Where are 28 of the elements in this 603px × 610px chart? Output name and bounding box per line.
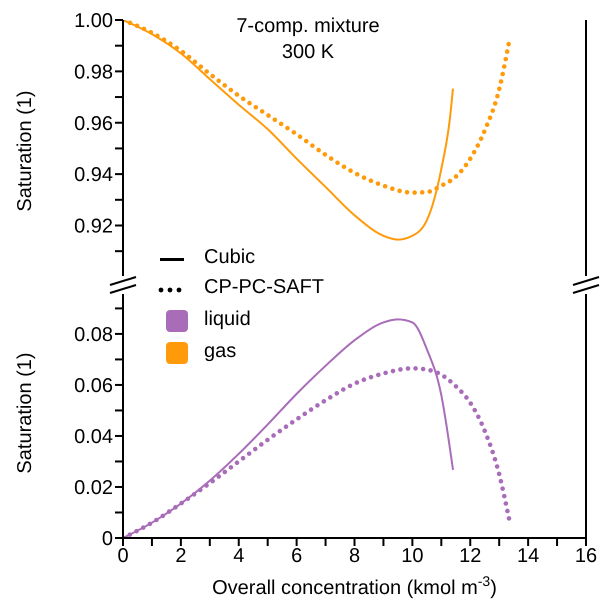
- y-tick-label: 0: [102, 528, 113, 550]
- annotation: CP-PC-SAFT: [204, 276, 324, 299]
- annotation: Cubic: [204, 246, 256, 269]
- x-tick-label: 12: [459, 545, 482, 568]
- x-axis-title: Overall concentration (kmol m$^{-3}$): [212, 573, 497, 599]
- annotation: 300 K: [280, 40, 336, 65]
- x-tick-label: 14: [517, 545, 540, 568]
- x-tick-label: 2: [175, 545, 186, 568]
- x-tick-label: 16: [574, 545, 598, 568]
- x-tick-label: 8: [348, 545, 360, 568]
- annotation: liquid: [204, 308, 251, 331]
- y-tick-label: 0.92: [74, 216, 113, 238]
- x-tick-label: 6: [291, 545, 302, 568]
- y-axis-title: Saturation (1): [14, 352, 36, 474]
- y-tick-label: 0.08: [74, 324, 113, 346]
- y-tick-label: 0.94: [74, 164, 113, 186]
- y-tick-label: 0.06: [74, 375, 113, 398]
- annotation: gas: [204, 340, 236, 363]
- y-axis-title: Saturation (1): [14, 90, 36, 212]
- y-tick-label: 0.04: [74, 426, 113, 448]
- y-tick-label: 0.02: [74, 477, 113, 500]
- y-tick-label: 0.98: [74, 61, 113, 84]
- x-tick-label: 10: [401, 545, 424, 568]
- annotation: 7-comp. mixture: [235, 14, 381, 39]
- x-tick-label: 4: [233, 545, 244, 568]
- text: 1.00: [74, 10, 113, 32]
- y-tick-label: 0.96: [74, 112, 113, 135]
- x-tick-label: 0: [117, 545, 129, 568]
